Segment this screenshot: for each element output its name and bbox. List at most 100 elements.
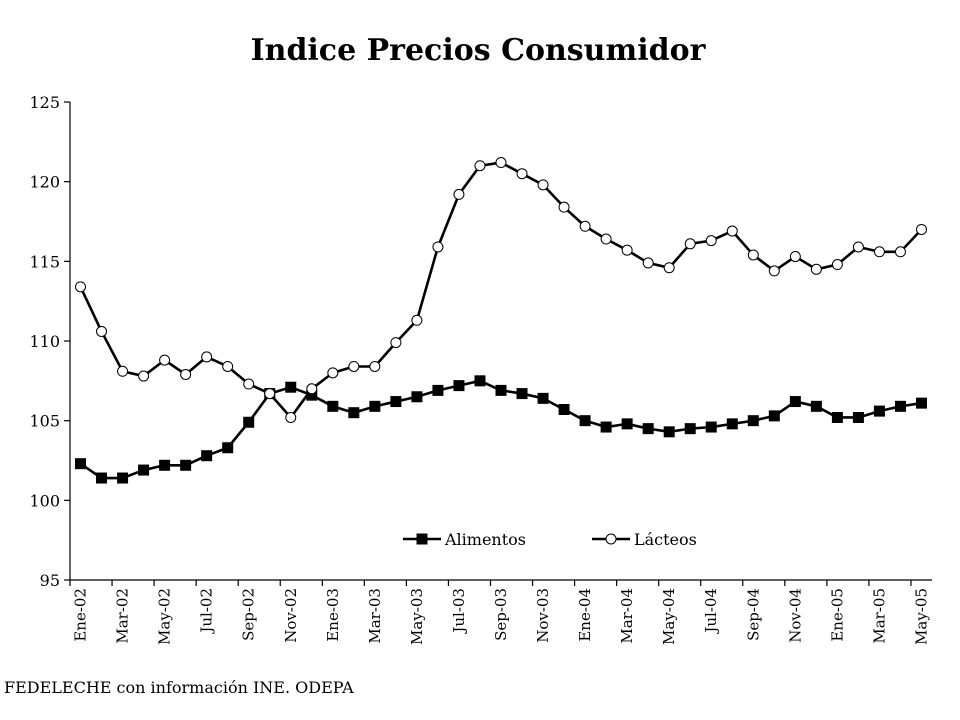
data-point	[516, 388, 528, 400]
data-point	[453, 380, 465, 392]
data-point	[411, 391, 423, 403]
series-lacteos	[75, 157, 927, 423]
y-tick-label: 115	[29, 252, 60, 271]
data-point	[495, 384, 507, 396]
x-tick-label: Mar-04	[618, 588, 636, 644]
data-point	[600, 233, 612, 245]
y-tick-label: 100	[29, 491, 60, 510]
x-tick-label: Nov-02	[282, 588, 300, 643]
data-point	[75, 281, 87, 293]
legend-marker	[605, 533, 617, 545]
data-point	[852, 411, 864, 423]
data-point	[768, 410, 780, 422]
data-point	[159, 354, 171, 366]
data-point	[663, 426, 675, 438]
data-point	[180, 368, 192, 380]
data-point	[642, 423, 654, 435]
data-point	[579, 415, 591, 427]
data-point	[516, 168, 528, 180]
legend: Alimentos Lácteos	[403, 530, 697, 549]
data-point	[495, 157, 507, 169]
data-point	[117, 365, 129, 377]
data-point	[705, 235, 717, 247]
data-point	[726, 225, 738, 237]
x-tick-label: Jul-02	[198, 588, 216, 635]
data-point	[264, 388, 276, 400]
data-point	[285, 381, 297, 393]
data-point	[285, 411, 297, 423]
data-point	[96, 325, 108, 337]
data-point	[747, 249, 759, 261]
data-point	[159, 459, 171, 471]
data-point	[621, 418, 633, 430]
data-point	[474, 375, 486, 387]
data-point	[537, 392, 549, 404]
data-point	[558, 201, 570, 213]
x-tick-label: Nov-03	[534, 588, 552, 643]
data-point	[390, 396, 402, 408]
data-point	[705, 421, 717, 433]
data-point	[222, 360, 234, 372]
data-point	[684, 423, 696, 435]
series-layer	[75, 157, 927, 484]
legend-entry-alimentos: Alimentos	[403, 530, 526, 549]
data-point	[915, 223, 927, 235]
data-point	[873, 405, 885, 417]
y-tick-label: 110	[29, 332, 60, 351]
data-point	[642, 257, 654, 269]
data-point	[327, 367, 339, 379]
data-point	[852, 241, 864, 253]
data-point	[810, 263, 822, 275]
x-tick-label: Mar-05	[870, 588, 888, 644]
data-point	[600, 421, 612, 433]
data-point	[306, 383, 318, 395]
legend-entry-lacteos: Lácteos	[592, 530, 697, 549]
series-alimentos	[75, 375, 927, 484]
x-tick-label: Ene-03	[324, 588, 342, 642]
data-point	[894, 400, 906, 412]
data-point	[348, 407, 360, 419]
x-tick-label: Sep-03	[492, 588, 510, 641]
data-point	[915, 397, 927, 409]
data-point	[243, 378, 255, 390]
data-point	[201, 450, 213, 462]
data-point	[117, 472, 129, 484]
data-point	[873, 246, 885, 258]
data-point	[684, 238, 696, 250]
data-point	[180, 459, 192, 471]
data-point	[894, 246, 906, 258]
chart-title: Indice Precios Consumidor	[251, 33, 707, 68]
data-point	[726, 418, 738, 430]
data-point	[369, 400, 381, 412]
data-point	[348, 360, 360, 372]
data-point	[390, 337, 402, 349]
data-point	[138, 370, 150, 382]
x-tick-label: Mar-03	[366, 588, 384, 644]
x-tick-label: May-04	[660, 588, 678, 645]
x-tick-label: Ene-02	[72, 588, 90, 642]
data-point	[432, 241, 444, 253]
y-axis: 95 100 105 110 115 120 125	[29, 93, 71, 590]
data-point	[747, 415, 759, 427]
data-point	[327, 400, 339, 412]
data-point	[243, 416, 255, 428]
y-tick-label: 105	[29, 412, 60, 431]
x-tick-label: Nov-04	[786, 588, 804, 643]
x-tick-label: Ene-05	[828, 588, 846, 642]
data-point	[768, 265, 780, 277]
data-point	[75, 458, 87, 470]
source-note: FEDELECHE con información INE. ODEPA	[4, 678, 354, 697]
data-point	[579, 220, 591, 232]
data-point	[789, 396, 801, 408]
data-point	[789, 251, 801, 263]
x-tick-label: May-02	[156, 588, 174, 645]
legend-label: Alimentos	[444, 530, 526, 549]
x-tick-label: Ene-04	[576, 588, 594, 642]
data-point	[411, 314, 423, 326]
data-point	[537, 179, 549, 191]
x-tick-label: Sep-02	[240, 588, 258, 641]
data-point	[96, 472, 108, 484]
data-point	[222, 442, 234, 454]
data-point	[453, 188, 465, 200]
